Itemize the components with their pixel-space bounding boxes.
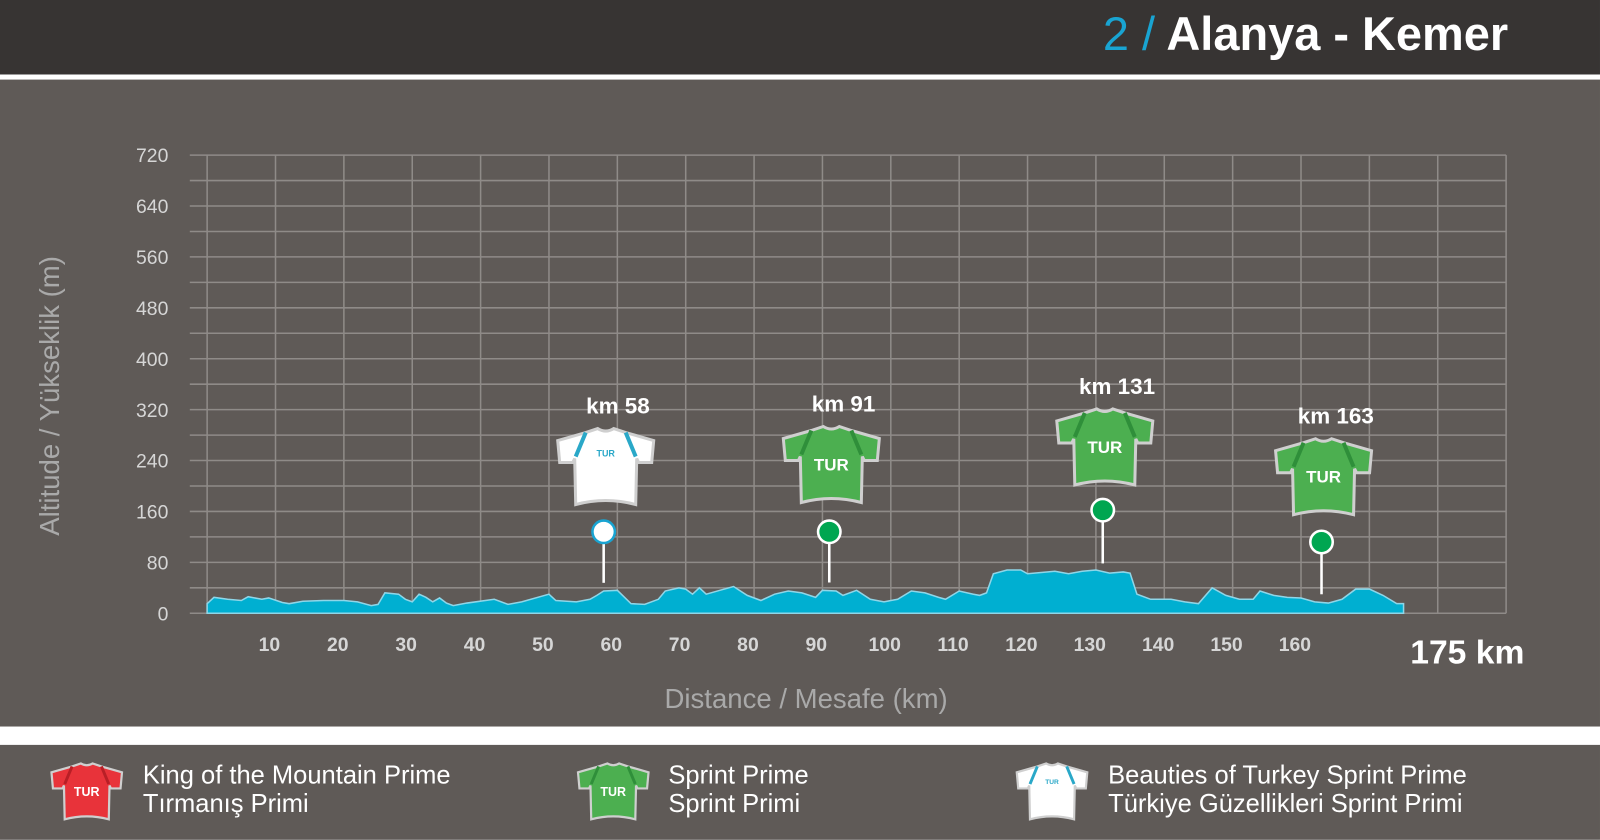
jersey-trim	[1072, 412, 1137, 438]
x-tick-label: 90	[806, 634, 828, 656]
legend-label-en: Sprint Prime	[668, 761, 809, 790]
legend-red-jersey-icon: TUR	[49, 761, 125, 829]
y-tick-label: 240	[136, 451, 169, 473]
y-tick-label: 720	[136, 145, 169, 167]
legend-item-sprint: Sprint Prime Sprint Primi	[668, 761, 808, 818]
legend-label-en: Beauties of Turkey Sprint Prime	[1108, 761, 1467, 790]
stage-number: 2 /	[1102, 7, 1156, 61]
x-tick-label: 70	[669, 634, 691, 656]
jersey-trim	[63, 765, 111, 785]
marker-label: km 58	[586, 393, 650, 418]
x-tick-label: 160	[1279, 634, 1311, 656]
y-tick-label: 560	[136, 247, 169, 269]
jersey-body	[576, 762, 650, 821]
x-tick-label: 100	[869, 634, 901, 656]
jersey-body	[50, 762, 124, 821]
y-tick-label: 160	[136, 502, 169, 524]
y-axis-label: Altitude / Yükseklik (m)	[34, 256, 65, 536]
marker-label: km 131	[1079, 374, 1155, 399]
white-jersey-icon: TUR	[556, 426, 656, 507]
jersey-icon: TUR	[576, 762, 650, 821]
jersey-logo: TUR	[600, 785, 626, 799]
jersey-logo: TUR	[596, 449, 615, 459]
green-jersey-icon: TUR	[1273, 437, 1374, 517]
legend-label-tr: Tırmanış Primi	[142, 789, 309, 819]
jersey-trim	[589, 765, 637, 785]
profile-panel: TUR km 58 TUR km 91 TUR km 131 TUR km 163 0 80 160…	[0, 79, 1600, 727]
legend-label-tr: Sprint Primi	[668, 789, 801, 819]
x-tick-label: 120	[1005, 634, 1037, 656]
y-tick-label: 400	[136, 349, 169, 371]
header-bar: 2 / Alanya - Kemer	[0, 0, 1600, 75]
jersey-body	[781, 424, 881, 505]
elevation-chart: TUR km 58 TUR km 91 TUR km 131 TUR km 163 0 80 160…	[34, 145, 1524, 714]
marker-green-km163: TUR km 163	[1273, 404, 1374, 595]
jersey-body	[1015, 762, 1089, 821]
legend-item-beauties: Beauties of Turkey Sprint Prime Türkiye G…	[1108, 761, 1467, 818]
marker-green-km131: TUR km 131	[1055, 374, 1155, 564]
marker-dot	[1309, 529, 1335, 555]
jersey-trim	[573, 431, 638, 458]
marker-dot	[1090, 497, 1116, 523]
legend-label-en: King of the Mountain Prime	[142, 761, 451, 790]
marker-dot	[591, 519, 617, 545]
jersey-logo: TUR	[1045, 779, 1059, 786]
x-tick-label: 140	[1142, 634, 1174, 656]
legend-green-jersey-icon: TUR	[576, 761, 652, 829]
jersey-icon: TUR	[50, 762, 124, 821]
jersey-icon: TUR	[1015, 762, 1089, 821]
legend-item-kom: King of the Mountain Prime Tırmanış Primi	[143, 761, 451, 818]
legend-white-jersey-icon: TUR	[1014, 761, 1090, 829]
jersey-logo: TUR	[1087, 438, 1122, 457]
jersey-trim	[799, 429, 864, 456]
elevation-profile-area	[206, 569, 1405, 615]
x-tick-label: 110	[937, 634, 968, 656]
marker-green-km91: TUR km 91	[781, 391, 881, 583]
jersey-logo: TUR	[74, 785, 100, 799]
jersey-body	[1273, 437, 1374, 517]
marker-dot	[816, 519, 842, 545]
jersey-svg: TUR	[50, 762, 124, 821]
y-tick-label: 480	[136, 298, 169, 320]
stage-name: Alanya - Kemer	[1166, 7, 1509, 61]
green-jersey-icon: TUR	[781, 424, 881, 505]
jersey-logo: TUR	[1306, 468, 1341, 487]
marker-white-km58: TUR km 58	[556, 393, 656, 583]
marker-label: km 91	[812, 391, 876, 416]
x-tick-label: 10	[259, 634, 281, 656]
x-axis-label: Distance / Mesafe (km)	[665, 683, 948, 714]
x-tick-label: 60	[600, 634, 622, 656]
jersey-trim	[1028, 765, 1076, 785]
y-tick-label: 80	[147, 552, 169, 574]
jersey-logo: TUR	[814, 456, 849, 475]
x-tick-label: 50	[532, 634, 554, 656]
total-distance-label: 175 km	[1410, 634, 1524, 671]
legend-label-tr: Türkiye Güzellikleri Sprint Primi	[1108, 789, 1463, 819]
x-tick-label: 150	[1210, 634, 1242, 656]
x-tick-label: 80	[737, 634, 759, 656]
x-tick-label: 40	[464, 634, 486, 656]
y-tick-label: 640	[136, 196, 169, 218]
x-tick-label: 30	[395, 634, 417, 656]
jersey-svg: TUR	[576, 762, 650, 821]
jersey-trim	[1291, 441, 1356, 468]
stage-title: 2 / Alanya - Kemer	[1103, 6, 1508, 61]
jersey-body	[1055, 407, 1155, 487]
green-jersey-icon: TUR	[1055, 407, 1155, 487]
jersey-svg: TUR	[1015, 762, 1089, 821]
y-tick-label: 0	[158, 603, 169, 625]
marker-label: km 163	[1298, 404, 1374, 429]
x-tick-label: 130	[1074, 634, 1106, 656]
jersey-body	[556, 426, 656, 507]
y-tick-label: 320	[136, 400, 169, 422]
legend: TUR King of the Mountain Prime Tırmanış P…	[0, 744, 1600, 840]
x-tick-label: 20	[327, 634, 349, 656]
